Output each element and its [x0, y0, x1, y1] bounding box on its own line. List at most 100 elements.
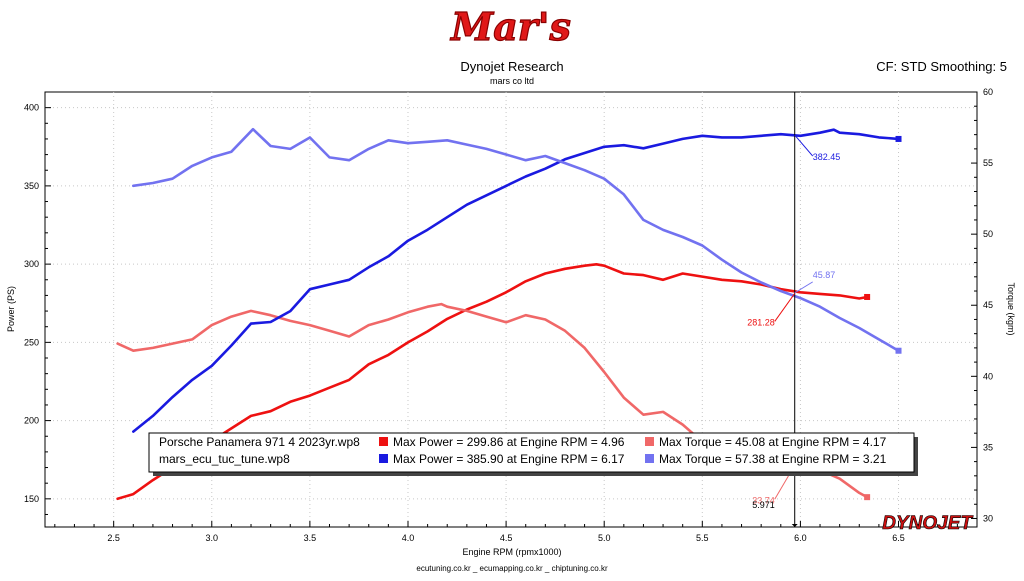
point-tuned_torque — [799, 297, 802, 299]
point-tuned_torque — [426, 141, 429, 143]
point-tuned_torque — [348, 159, 350, 161]
x-tick-label-6: 5.5 — [696, 533, 709, 543]
series-tuned_torque — [132, 127, 900, 353]
point-stock_power — [328, 386, 331, 389]
point-stock_power — [426, 330, 429, 333]
point-tuned_power — [780, 133, 782, 135]
y-tick-label-5: 400 — [24, 103, 39, 113]
point-tuned_power — [289, 310, 292, 312]
point-stock_torque — [446, 305, 449, 308]
point-tuned_power — [838, 131, 841, 134]
series-tuned_power — [132, 128, 900, 433]
point-tuned_torque — [838, 317, 841, 319]
chart-title: Dynojet Research — [460, 59, 563, 74]
point-stock_power — [309, 394, 311, 397]
point-stock_power — [603, 264, 605, 267]
point-stock_power — [250, 415, 252, 417]
point-stock_power — [116, 498, 119, 500]
legend-stock-max-power: Max Power = 299.86 at Engine RPM = 4.96 — [393, 435, 625, 449]
point-stock_torque — [289, 320, 292, 322]
point-tuned_torque — [583, 169, 586, 171]
point-tuned_torque — [152, 182, 154, 184]
point-stock_torque — [132, 349, 135, 352]
point-stock_power — [564, 268, 566, 270]
point-tuned_torque — [564, 162, 566, 164]
point-stock_power — [858, 297, 861, 300]
point-tuned_power — [230, 344, 233, 347]
cf-smoothing-label: CF: STD Smoothing: 5 — [876, 59, 1007, 74]
y2-tick-label-1: 35 — [983, 442, 993, 452]
cursor-rpm-value: 5.971 — [752, 500, 775, 510]
cursor-leader-tuned_torque — [794, 281, 813, 294]
point-tuned_power — [407, 239, 409, 242]
point-stock_power — [662, 279, 664, 281]
legend-file-stock: Porsche Panamera 971 4 2023yr.wp8 — [159, 435, 360, 449]
x-tick-label-2: 3.5 — [304, 533, 317, 543]
point-stock_power — [701, 275, 704, 278]
point-stock_torque — [544, 318, 547, 321]
point-tuned_power — [564, 158, 566, 161]
mars-logo: Mar's — [449, 4, 571, 49]
point-stock_power — [387, 354, 390, 356]
point-tuned_power — [269, 321, 272, 323]
end-marker-stock_torque — [864, 494, 871, 501]
point-stock_power — [348, 379, 350, 381]
point-tuned_power — [583, 152, 586, 154]
cursor-value-stock_torque: 33.74 — [752, 495, 775, 505]
x-tick-label-4: 4.5 — [500, 533, 513, 543]
y-tick-label-4: 350 — [24, 181, 39, 191]
point-tuned_power — [524, 175, 527, 178]
point-tuned_power — [662, 142, 664, 145]
legend-tuned-max-power: Max Power = 385.90 at Engine RPM = 6.17 — [393, 452, 625, 466]
point-tuned_torque — [721, 258, 723, 261]
point-tuned_power — [309, 288, 311, 291]
point-stock_torque — [407, 311, 409, 314]
series-layer — [116, 127, 902, 501]
point-tuned_power — [642, 147, 645, 150]
y-tick-label-2: 250 — [24, 337, 39, 347]
point-stock_power — [760, 283, 762, 286]
point-stock_power — [485, 300, 488, 303]
end-marker-tuned_power — [895, 135, 902, 142]
point-stock_torque — [583, 347, 586, 349]
legend: Porsche Panamera 971 4 2023yr.wp8 mars_e… — [148, 432, 918, 476]
cursor-arrow-bottom — [791, 524, 798, 527]
point-stock_torque — [681, 423, 684, 426]
point-tuned_torque — [740, 271, 743, 274]
point-stock_power — [132, 493, 135, 495]
point-tuned_torque — [780, 290, 782, 292]
right-axis-ticks: 30 35 40 45 50 55 60 — [971, 87, 993, 523]
right-axis-label: Torque (kgm) — [1006, 282, 1016, 335]
point-tuned_torque — [252, 128, 254, 130]
point-stock_power — [681, 272, 684, 275]
y-tick-label-1: 200 — [24, 416, 39, 426]
point-stock_power — [367, 363, 370, 366]
point-tuned_torque — [289, 148, 292, 150]
point-tuned_torque — [701, 244, 704, 247]
left-axis-ticks: 150 200 250 300 350 400 — [24, 91, 51, 515]
y2-tick-label-0: 30 — [983, 513, 993, 523]
point-tuned_power — [132, 430, 135, 433]
point-tuned_power — [858, 133, 861, 135]
legend-box — [148, 432, 915, 473]
point-stock_torque — [858, 492, 861, 494]
point-tuned_torque — [603, 177, 605, 180]
point-tuned_power — [721, 136, 723, 139]
point-tuned_torque — [642, 219, 645, 221]
y2-tick-label-3: 45 — [983, 300, 993, 310]
point-tuned_torque — [446, 139, 449, 142]
point-stock_power — [446, 318, 449, 320]
point-tuned_power — [485, 194, 488, 197]
cursor-leader-tuned_power — [794, 134, 814, 157]
point-tuned_torque — [132, 185, 135, 187]
x-tick-label-8: 6.5 — [892, 533, 905, 543]
legend-swatch-stock-torque — [645, 437, 654, 446]
point-tuned_torque — [407, 142, 409, 144]
point-tuned_power — [799, 135, 802, 137]
y2-tick-label-5: 55 — [983, 158, 993, 168]
cursor-value-tuned_power: 382.45 — [813, 152, 841, 162]
point-tuned_torque — [544, 155, 547, 157]
point-stock_torque — [564, 330, 566, 332]
point-stock_torque — [642, 413, 645, 416]
